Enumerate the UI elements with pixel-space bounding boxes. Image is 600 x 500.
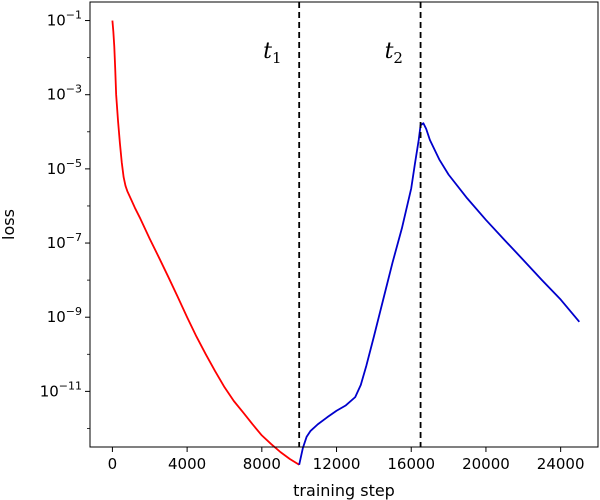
vline-label-1: t1	[263, 39, 281, 67]
x-tick-label: 24000	[537, 455, 585, 473]
vline-label-2: t2	[385, 39, 403, 67]
plot-frame	[89, 1, 599, 448]
y-tick-label: 10−9	[47, 305, 82, 326]
y-tick-label: 10−11	[40, 379, 82, 400]
x-tick-label: 8000	[243, 455, 281, 473]
y-tick-label: 10−1	[47, 9, 82, 30]
x-tick-label: 12000	[313, 455, 361, 473]
x-tick-label: 0	[108, 455, 118, 473]
x-tick-label: 16000	[387, 455, 435, 473]
x-axis-label: training step	[293, 481, 395, 500]
series-line-2	[298, 122, 581, 465]
plot-area: t1 t2	[89, 1, 599, 466]
x-tick-label: 20000	[462, 455, 510, 473]
x-tick-label: 4000	[168, 455, 206, 473]
x-axis: 0 4000 8000 12000 16000 20000 24000	[108, 447, 585, 473]
series-line-1	[111, 20, 300, 466]
y-tick-label: 10−3	[47, 83, 82, 104]
y-axis: 10−1 10−3 10−5 10−7 10−9 10−11	[40, 9, 90, 429]
y-tick-label: 10−5	[47, 157, 82, 178]
y-tick-label: 10−7	[47, 231, 82, 252]
y-axis-label: loss	[0, 209, 18, 240]
